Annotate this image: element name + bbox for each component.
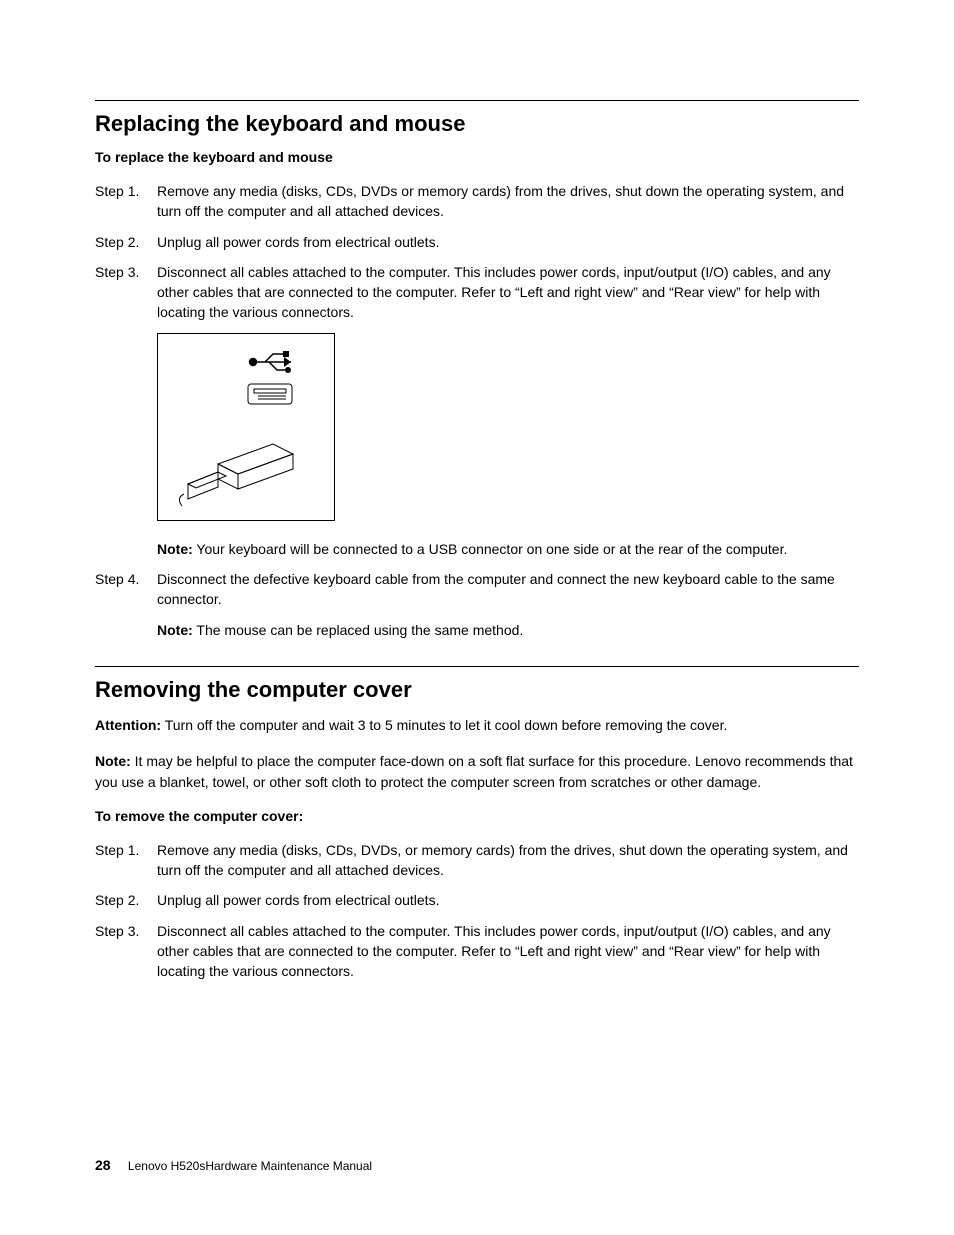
section-rule [95, 100, 859, 101]
page-footer: 28 Lenovo H520sHardware Maintenance Manu… [95, 1157, 372, 1173]
page-number: 28 [95, 1157, 111, 1173]
section1-subheading: To replace the keyboard and mouse [95, 149, 859, 165]
section-rule [95, 666, 859, 667]
attention-text: Turn off the computer and wait 3 to 5 mi… [165, 717, 728, 733]
attention-label: Attention: [95, 717, 161, 733]
section1-heading: Replacing the keyboard and mouse [95, 111, 859, 137]
step-label: Step 1. [95, 181, 157, 222]
section1-step4: Step 4. Disconnect the defective keyboar… [95, 569, 859, 610]
note-block: Note: Your keyboard will be connected to… [157, 539, 859, 559]
note-text: Your keyboard will be connected to a USB… [196, 541, 787, 557]
attention-block: Attention: Turn off the computer and wai… [95, 715, 859, 735]
step-text: Disconnect all cables attached to the co… [157, 262, 859, 323]
note-block: Note: The mouse can be replaced using th… [157, 620, 859, 640]
step-text: Unplug all power cords from electrical o… [157, 232, 859, 252]
step-item: Step 3. Disconnect all cables attached t… [95, 921, 859, 982]
note-label: Note: [157, 622, 193, 638]
section2: Removing the computer cover Attention: T… [95, 666, 859, 982]
section2-subheading: To remove the computer cover: [95, 808, 859, 824]
step-text: Remove any media (disks, CDs, DVDs, or m… [157, 840, 859, 881]
step-text: Disconnect all cables attached to the co… [157, 921, 859, 982]
note-label: Note: [95, 753, 131, 769]
page-content: Replacing the keyboard and mouse To repl… [0, 0, 954, 1032]
note-text: It may be helpful to place the computer … [95, 753, 853, 789]
step-item: Step 2. Unplug all power cords from elec… [95, 232, 859, 252]
section2-heading: Removing the computer cover [95, 677, 859, 703]
step-text: Disconnect the defective keyboard cable … [157, 569, 859, 610]
step-item: Step 3. Disconnect all cables attached t… [95, 262, 859, 323]
step-label: Step 2. [95, 890, 157, 910]
footer-title: Lenovo H520sHardware Maintenance Manual [128, 1159, 372, 1173]
note-text: The mouse can be replaced using the same… [196, 622, 523, 638]
step-label: Step 1. [95, 840, 157, 881]
usb-connector-figure [157, 333, 335, 521]
section1-steps: Step 1. Remove any media (disks, CDs, DV… [95, 181, 859, 323]
usb-diagram-svg [158, 334, 334, 520]
step-item: Step 4. Disconnect the defective keyboar… [95, 569, 859, 610]
step-label: Step 3. [95, 262, 157, 323]
step-item: Step 1. Remove any media (disks, CDs, DV… [95, 840, 859, 881]
step-label: Step 2. [95, 232, 157, 252]
step-label: Step 4. [95, 569, 157, 610]
step-text: Remove any media (disks, CDs, DVDs or me… [157, 181, 859, 222]
step-item: Step 1. Remove any media (disks, CDs, DV… [95, 181, 859, 222]
step-item: Step 2. Unplug all power cords from elec… [95, 890, 859, 910]
step-label: Step 3. [95, 921, 157, 982]
section2-steps: Step 1. Remove any media (disks, CDs, DV… [95, 840, 859, 982]
step-text: Unplug all power cords from electrical o… [157, 890, 859, 910]
note-block: Note: It may be helpful to place the com… [95, 751, 859, 792]
note-label: Note: [157, 541, 193, 557]
